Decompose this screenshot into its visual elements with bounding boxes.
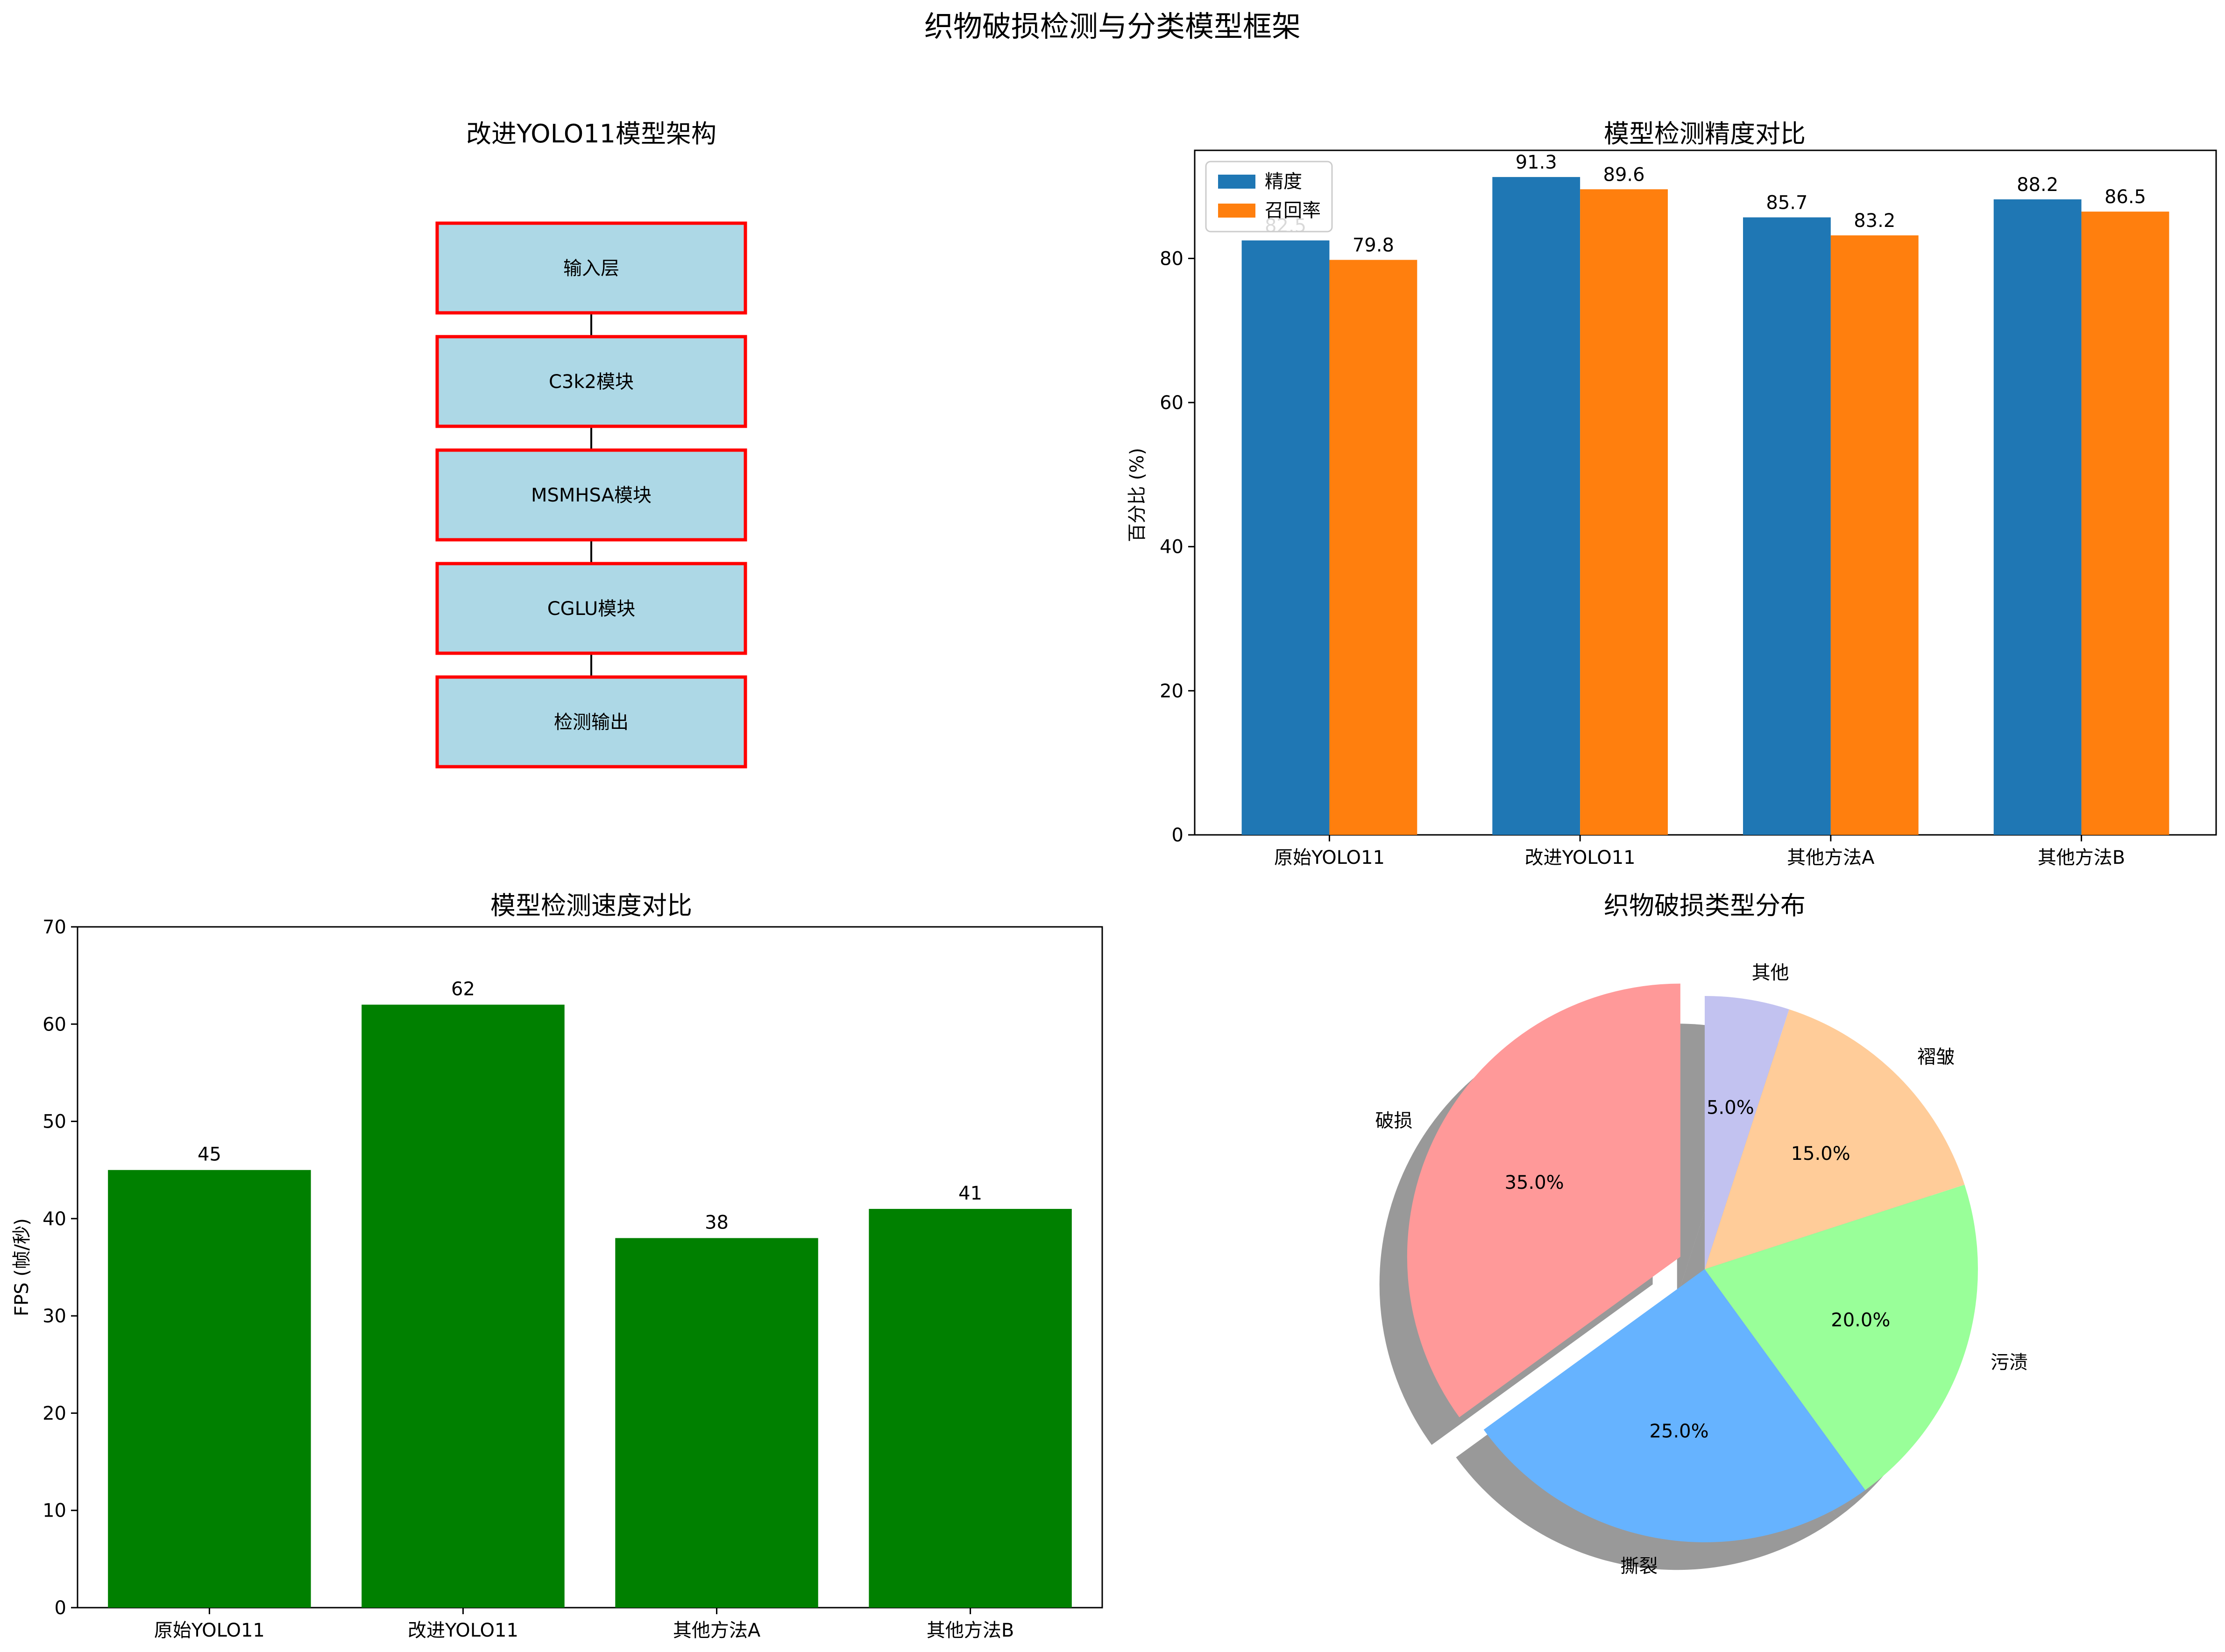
pie-slice-label: 褶皱 [1917, 1046, 1955, 1068]
pie-slice-label: 其他 [1752, 962, 1789, 983]
pie-slice [1705, 996, 1789, 1269]
legend-swatch [1218, 175, 1255, 189]
pie-value-label: 15.0% [1791, 1143, 1850, 1165]
accuracy-bar-label: 91.3 [1516, 152, 1557, 173]
accuracy-bar [2081, 212, 2169, 835]
accuracy-ytick-label: 40 [1160, 537, 1183, 558]
accuracy-chart-title: 模型检测精度对比 [1604, 119, 1806, 148]
speed-xtick-label: 改进YOLO11 [408, 1620, 518, 1641]
pie-slice [1483, 1269, 1865, 1543]
speed-ytick-label: 60 [43, 1014, 66, 1035]
accuracy-chart: 模型检测精度对比 百分比 (%) 0 20 40 60 80 原始YOLO11 改进YOLO… [1127, 119, 2217, 868]
flow-node [435, 675, 747, 769]
accuracy-bar [1492, 177, 1580, 835]
flow-node-label: CGLU模块 [547, 598, 636, 620]
speed-chart-title: 模型检测速度对比 [490, 891, 692, 920]
speed-ytick-label: 0 [55, 1597, 66, 1619]
speed-bar-label: 62 [451, 979, 475, 1000]
accuracy-bar [1580, 189, 1668, 835]
speed-bar-label: 41 [958, 1183, 982, 1204]
accuracy-bar-label: 79.8 [1353, 235, 1394, 256]
pie-slice [1407, 983, 1680, 1418]
accuracy-xtick-label: 原始YOLO11 [1274, 847, 1385, 868]
pie-slice [1705, 1009, 1965, 1269]
pie-slice-label: 污渍 [1991, 1352, 2028, 1373]
accuracy-ytick-label: 20 [1160, 680, 1183, 702]
speed-bar [615, 1238, 818, 1608]
accuracy-bar [1241, 240, 1330, 835]
pie-value-label: 35.0% [1505, 1172, 1564, 1193]
accuracy-ytick-label: 60 [1160, 392, 1183, 414]
accuracy-bar [1830, 235, 1919, 835]
flow-node-label: 检测输出 [554, 712, 629, 733]
flow-node [435, 448, 747, 542]
speed-ylabel: FPS (帧/秒) [11, 1218, 33, 1316]
accuracy-plot-frame [1194, 149, 2217, 836]
pie-chart-title: 织物破损类型分布 [1604, 891, 1806, 920]
speed-ytick-label: 70 [43, 917, 66, 938]
speed-chart: 模型检测速度对比 FPS (帧/秒) 0 10 20 30 40 50 60 70 45 原始YO… [11, 891, 1103, 1641]
pie-value-label: 25.0% [1650, 1421, 1709, 1442]
speed-ytick-label: 20 [43, 1403, 66, 1424]
speed-ytick-label: 40 [43, 1208, 66, 1230]
pie-slice-label: 撕裂 [1620, 1556, 1658, 1577]
flow-node [435, 335, 747, 428]
speed-bar [869, 1209, 1072, 1608]
pie-chart: 织物破损类型分布 破损 35.0% 撕裂 25.0% 污渍 20.0% 褶皱 15.0% 其他 5… [1375, 891, 2028, 1577]
accuracy-bar-label: 88.2 [2017, 174, 2058, 196]
accuracy-ylabel: 百分比 (%) [1127, 448, 1148, 542]
figure-title: 织物破损检测与分类模型框架 [924, 9, 1301, 43]
accuracy-xtick-label: 改进YOLO11 [1525, 847, 1636, 868]
speed-xtick-label: 其他方法B [927, 1620, 1014, 1641]
accuracy-xtick-label: 其他方法B [2038, 847, 2125, 868]
flowchart-title: 改进YOLO11模型架构 [466, 119, 716, 148]
accuracy-ytick-label: 80 [1160, 248, 1183, 269]
pie-slice [1705, 1185, 1978, 1490]
speed-bar-label: 38 [705, 1212, 729, 1234]
accuracy-bar [1743, 217, 1831, 835]
accuracy-bar-label: 86.5 [2105, 186, 2146, 208]
accuracy-ytick-label: 0 [1172, 825, 1183, 846]
speed-ytick-label: 50 [43, 1111, 66, 1133]
pie-value-label: 5.0% [1707, 1097, 1754, 1118]
accuracy-bar-label: 83.2 [1854, 210, 1895, 232]
flow-node-label: C3k2模块 [549, 371, 634, 393]
accuracy-bar-label: 89.6 [1603, 164, 1645, 185]
speed-bar-label: 45 [198, 1144, 221, 1165]
legend-label: 召回率 [1265, 200, 1321, 221]
speed-ytick-label: 30 [43, 1306, 66, 1327]
flow-node [435, 221, 747, 315]
accuracy-bar [1993, 199, 2082, 835]
accuracy-xtick-label: 其他方法A [1787, 847, 1875, 868]
legend-label: 精度 [1265, 171, 1302, 192]
legend-swatch [1218, 204, 1255, 218]
flow-node [435, 562, 747, 655]
flow-node-label: 输入层 [563, 258, 619, 279]
speed-plot-frame [77, 926, 1103, 1609]
accuracy-bar [1329, 260, 1417, 835]
accuracy-bar-label: 85.7 [1766, 192, 1807, 214]
speed-xtick-label: 其他方法A [673, 1620, 761, 1641]
speed-xtick-label: 原始YOLO11 [154, 1620, 265, 1641]
pie-slice-label: 破损 [1375, 1110, 1413, 1131]
speed-bar [361, 1004, 565, 1608]
pie-value-label: 20.0% [1831, 1309, 1890, 1331]
speed-bar [108, 1170, 311, 1608]
speed-ytick-label: 10 [43, 1500, 66, 1522]
flow-node-label: MSMHSA模块 [531, 485, 652, 506]
